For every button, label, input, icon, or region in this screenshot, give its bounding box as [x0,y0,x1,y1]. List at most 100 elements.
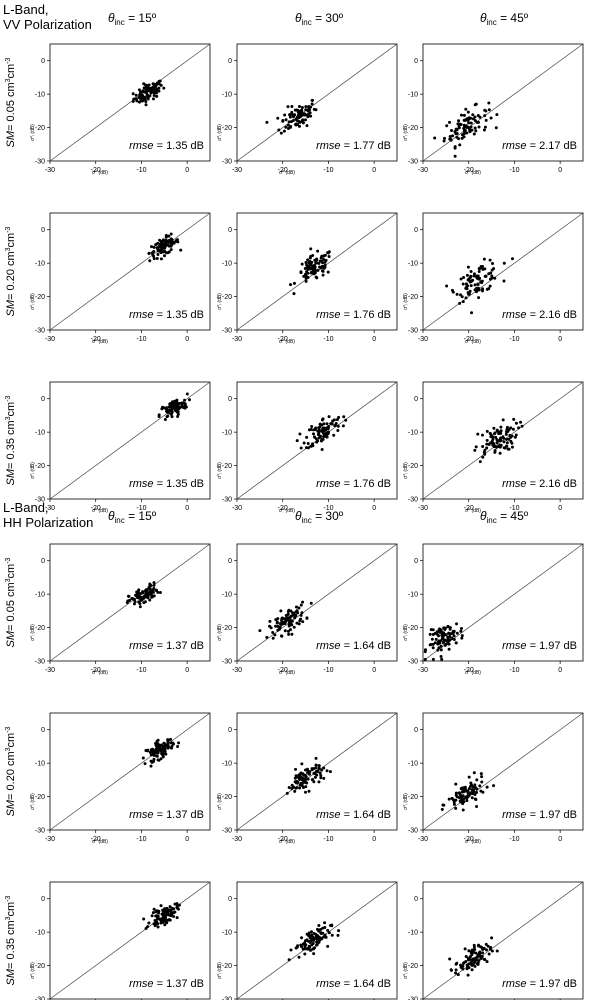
y-tick-label: -10 [35,592,45,599]
y-tick-label: -20 [35,794,45,801]
identity-line [49,212,211,331]
scatter-point [467,292,471,296]
scatter-point [145,88,149,92]
scatter-point [320,768,324,772]
y-tick-label: -30 [222,328,232,335]
x-tick-label: -10 [323,505,333,512]
scatter-point [294,774,298,778]
scatter-point [505,441,509,445]
scatter-point [502,446,506,450]
y-tick-label: 0 [228,227,232,234]
scatter-point [304,785,308,789]
scatter-point [164,919,168,923]
x-tick-label: -10 [136,667,146,674]
scatter-point [151,97,155,101]
scatter-point [290,619,294,623]
panel-frame [236,543,398,662]
scatter-point [165,407,169,411]
scatter-point [295,786,299,790]
scatter-point [314,935,318,939]
x-tick-label: 0 [185,505,189,512]
scatter-point [481,455,485,459]
scatter-point [303,790,307,794]
scatter-point [473,964,477,968]
scatter-point [460,798,464,802]
scatter-point [474,951,478,955]
scatter-point [309,601,313,605]
scatter-point [454,971,458,975]
x-tick-label: 0 [372,505,376,512]
y-tick-label: -30 [408,997,418,1000]
x-axis-label: σ⁰ (dB) [465,839,481,845]
x-tick-label: -30 [232,336,242,343]
y-tick-label: -10 [35,92,45,99]
scatter-point [172,907,176,911]
scatter-point [175,906,179,910]
scatter-point [477,277,481,281]
scatter-point [490,936,494,940]
scatter-point [483,125,487,129]
scatter-point [149,592,153,596]
scatter-point [277,128,281,132]
y-tick-label: 0 [414,727,418,734]
y-tick-label: 0 [41,227,45,234]
scatter-panel: -30-30 -20 -20 -10 -10 0 0 σ⁰ (dB) σ⁰ᵢ (dB) rmse … [403,712,584,845]
scatter-point [179,405,183,409]
scatter-point [268,624,272,628]
scatter-point [286,609,290,613]
scatter-point [151,252,155,256]
scatter-point [308,936,312,940]
scatter-point [311,267,315,271]
rmse-label: rmse = 1.97 dB [502,640,577,652]
scatter-point [481,264,485,268]
scatter-point [150,595,154,599]
scatter-point [318,259,322,263]
scatter-point [473,797,477,801]
section-title-line2: VV Polarization [3,17,92,32]
scatter-point [478,784,482,788]
scatter-point [317,935,321,939]
rmse-label: rmse = 1.35 dB [129,478,204,490]
scatter-point [177,903,181,907]
y-axis-label: σ⁰ᵢ (dB) [403,124,409,141]
scatter-point [284,125,288,129]
scatter-point [144,103,148,107]
scatter-point [160,407,164,411]
scatter-point [460,136,464,140]
scatter-point [456,973,460,977]
y-tick-label: -30 [222,997,232,1000]
scatter-point [317,766,321,770]
scatter-point [321,265,325,269]
scatter-point [467,949,471,953]
scatter-point [488,277,492,281]
scatter-point [313,775,317,779]
identity-line [422,212,584,331]
scatter-point [304,279,308,283]
scatter-point [176,240,180,244]
scatter-point [317,940,321,944]
x-axis-label: σ⁰ (dB) [279,339,295,345]
scatter-point [470,968,474,972]
scatter-point [483,448,487,452]
scatter-point [482,946,486,950]
scatter-point [151,85,155,89]
scatter-point [455,795,459,799]
scatter-point [469,274,473,278]
scatter-point [134,97,138,101]
scatter-point [290,783,294,787]
y-tick-label: 0 [41,558,45,565]
scatter-point [485,446,489,450]
panel-frame [49,881,211,1000]
scatter-point [473,119,477,123]
scatter-point [443,632,447,636]
x-tick-label: 0 [185,336,189,343]
identity-line [49,381,211,500]
scatter-point [298,109,302,113]
scatter-point [461,794,465,798]
identity-line [236,43,398,162]
y-axis-label: σ⁰ᵢ (dB) [403,462,409,479]
x-axis-label: σ⁰ (dB) [92,339,108,345]
y-tick-label: -10 [222,930,232,937]
scatter-point [309,254,313,258]
scatter-point [344,418,348,422]
